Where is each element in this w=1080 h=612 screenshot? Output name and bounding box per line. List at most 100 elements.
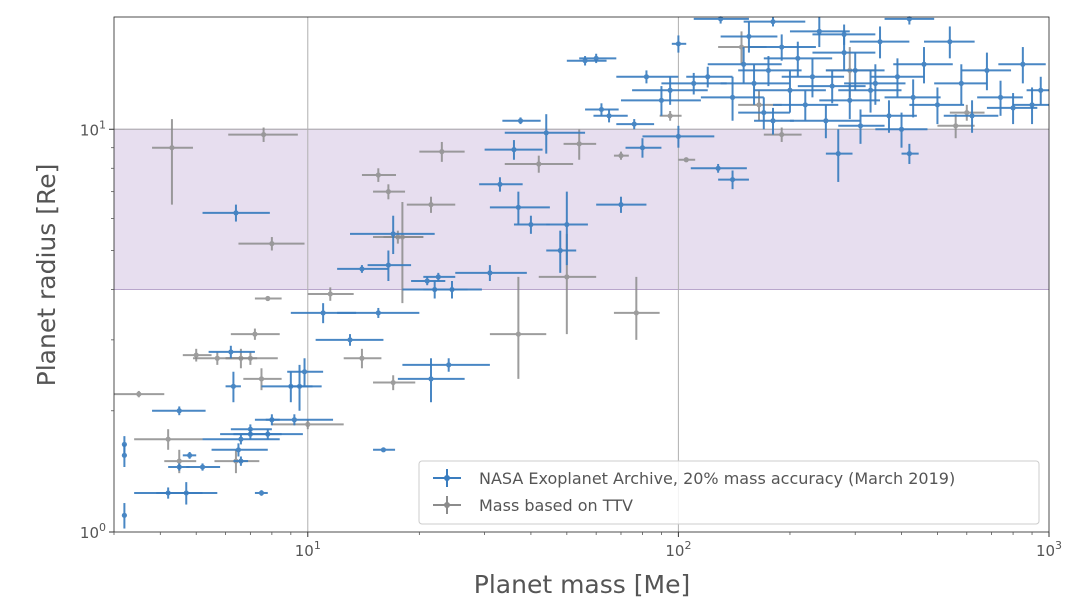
point-marker (683, 157, 689, 163)
data-point (743, 17, 806, 27)
data-point (134, 429, 203, 450)
point-marker (258, 490, 265, 496)
legend-handle-0 (433, 469, 461, 487)
point-marker (557, 247, 563, 254)
point-marker (658, 97, 665, 103)
data-point (909, 87, 965, 125)
point-marker (857, 123, 864, 129)
point-marker (511, 147, 517, 153)
data-point (875, 112, 928, 148)
point-marker (894, 74, 901, 80)
point-marker (497, 181, 503, 187)
data-point (616, 119, 655, 130)
data-point (343, 348, 382, 369)
point-marker (375, 172, 381, 178)
point-marker (327, 291, 333, 297)
data-point (287, 358, 324, 387)
shaded-band-layer (114, 128, 1049, 291)
point-marker (958, 80, 964, 86)
data-point (924, 26, 975, 59)
data-point (423, 280, 482, 299)
point-marker (867, 87, 874, 93)
point-marker (536, 161, 542, 167)
point-marker (823, 118, 829, 124)
legend-entry-nasa: NASA Exoplanet Archive, 20% mass accurac… (479, 469, 955, 488)
data-point (233, 429, 303, 440)
point-marker (934, 102, 941, 108)
point-marker (564, 221, 570, 228)
point-marker (564, 274, 570, 280)
data-point (738, 56, 802, 87)
point-marker (841, 50, 847, 56)
series-layer (114, 16, 1049, 529)
data-point (693, 16, 749, 24)
point-marker (428, 376, 434, 382)
point-marker (582, 58, 588, 64)
point-marker (428, 202, 434, 208)
point-marker (515, 204, 521, 210)
point-marker (779, 44, 785, 50)
x-axis-label: Planet mass [Me] (474, 570, 690, 599)
data-point (484, 140, 543, 160)
point-marker (886, 113, 892, 119)
data-point (182, 451, 197, 459)
data-point (121, 436, 127, 454)
point-marker (424, 278, 430, 284)
point-marker (705, 74, 711, 80)
point-marker (439, 149, 445, 155)
point-marker (269, 241, 275, 247)
legend-handle-1 (433, 496, 461, 514)
point-marker (238, 458, 244, 464)
point-marker (877, 39, 883, 45)
point-marker (984, 67, 990, 74)
point-marker (487, 270, 493, 276)
data-point (402, 358, 490, 372)
data-point (1013, 87, 1049, 125)
point-marker (906, 16, 912, 22)
point-marker (380, 447, 387, 453)
data-point (678, 157, 696, 163)
data-point (271, 419, 344, 430)
data-point (504, 155, 574, 173)
point-marker (921, 61, 927, 67)
y-tick-label-1: 101 (80, 118, 106, 139)
point-marker (593, 55, 599, 61)
point-marker (631, 121, 637, 127)
point-marker (643, 74, 650, 80)
data-point (616, 70, 679, 84)
data-point (411, 276, 446, 286)
point-marker (230, 383, 237, 389)
data-point (613, 276, 660, 340)
point-marker (515, 331, 521, 337)
data-point (789, 104, 861, 139)
point-marker (746, 33, 752, 40)
point-marker (291, 417, 297, 423)
data-point (238, 237, 305, 251)
point-marker (770, 118, 776, 124)
point-marker (214, 355, 220, 361)
point-marker (576, 141, 582, 147)
point-marker (598, 106, 605, 113)
point-marker (301, 369, 308, 375)
data-point (254, 295, 282, 302)
point-marker (816, 28, 822, 34)
shaded-band (114, 129, 1049, 290)
data-point (748, 34, 816, 61)
data-point (373, 375, 416, 391)
point-marker (385, 189, 391, 195)
y-axis-label: Planet radius [Re] (32, 164, 61, 387)
series-1 (114, 31, 985, 474)
data-point (718, 170, 749, 190)
data-point (585, 103, 619, 116)
data-point (152, 119, 193, 205)
data-point (513, 215, 550, 234)
data-point (671, 35, 687, 53)
point-marker (618, 153, 624, 159)
data-point (406, 196, 456, 213)
data-point (884, 79, 941, 118)
point-marker (265, 295, 271, 302)
point-marker (795, 55, 801, 61)
point-marker (618, 202, 624, 208)
